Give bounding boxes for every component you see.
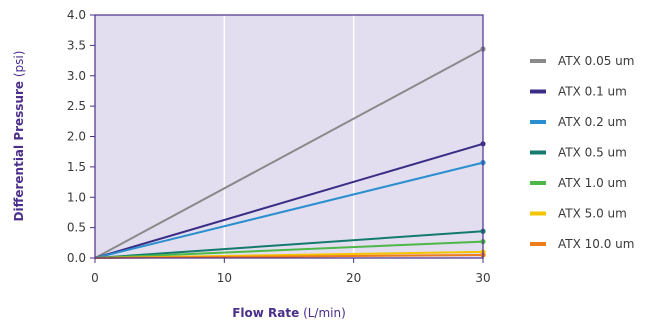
legend-label-5: ATX 5.0 um: [558, 207, 627, 221]
x-axis-title-unit: (L/min): [303, 306, 346, 320]
y-tick-label-0: 0.0: [67, 251, 86, 265]
legend-label-6: ATX 10.0 um: [558, 237, 634, 251]
y-tick-label-5: 2.5: [67, 99, 86, 113]
legend-label-0: ATX 0.05 um: [558, 54, 634, 68]
y-tick-label-4: 2.0: [67, 130, 86, 144]
x-tick-label-1: 10: [217, 271, 232, 285]
series-line-1: [94, 142, 484, 259]
legend: ATX 0.05 um ATX 0.1 um ATX 0.2 um ATX 0.5 u…: [530, 54, 634, 251]
x-tick-label-0: 0: [91, 271, 99, 285]
legend-label-2: ATX 0.2 um: [558, 115, 627, 129]
y-tick-label-7: 3.5: [67, 38, 86, 52]
plot-background: [95, 15, 483, 258]
series-line-2: [94, 161, 484, 259]
y-axis-title: Differential Pressure (psi): [12, 51, 26, 222]
legend-label-1: ATX 0.1 um: [558, 85, 627, 99]
y-tick-label-1: 0.5: [67, 221, 86, 235]
x-tick-label-2: 20: [346, 271, 361, 285]
series-line-0: [94, 48, 484, 259]
series-line-3: [94, 230, 484, 259]
y-tick-label-6: 3.0: [67, 69, 86, 83]
y-axis-title-unit: (psi): [12, 51, 26, 78]
y-axis-title-bold: Differential Pressure: [12, 81, 26, 222]
y-tick-label-3: 1.5: [67, 160, 86, 174]
x-axis-ticks: 0 10 20 30: [91, 258, 491, 285]
x-axis-title-bold: Flow Rate: [232, 306, 299, 320]
x-axis-title: Flow Rate (L/min): [232, 306, 346, 320]
legend-label-4: ATX 1.0 um: [558, 176, 627, 190]
y-tick-label-2: 1.0: [67, 190, 86, 204]
legend-label-3: ATX 0.5 um: [558, 146, 627, 160]
vertical-gridlines: [223, 15, 355, 258]
y-axis-ticks: 0.0 0.5 1.0 1.5 2.0 2.5 3.0 3.5 4.0: [67, 8, 95, 265]
series-line-4: [94, 240, 484, 259]
y-tick-label-8: 4.0: [67, 8, 86, 22]
x-tick-label-3: 30: [475, 271, 490, 285]
